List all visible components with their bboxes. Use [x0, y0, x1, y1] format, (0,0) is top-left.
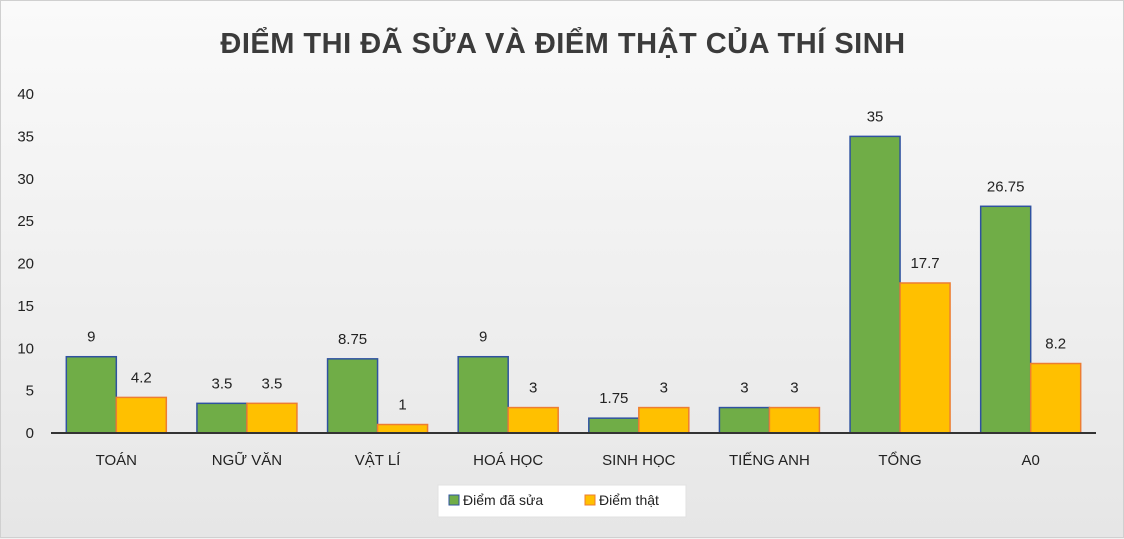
bar-diem-da-sua	[196, 402, 248, 434]
bar-diem-da-sua	[65, 355, 118, 434]
x-category-label: SINH HỌC	[602, 452, 676, 469]
data-label: 3	[660, 380, 668, 397]
x-category-label: HOÁ HỌC	[473, 452, 543, 469]
x-category-label: TOÁN	[96, 452, 137, 469]
chart-title: ĐIỂM THI ĐÃ SỬA VÀ ĐIỂM THẬT CỦA THÍ SIN…	[220, 26, 905, 60]
bar-diem-that	[638, 406, 690, 434]
bar-diem-da-sua	[849, 135, 901, 434]
y-tick-label: 30	[17, 171, 34, 188]
data-label: 3.5	[212, 375, 233, 392]
y-axis: 0 5 10 15 20 25 30 35 40	[17, 86, 34, 442]
data-label: 9	[87, 329, 95, 346]
data-label: 8.75	[338, 331, 367, 348]
bar-diem-that	[899, 282, 951, 434]
y-tick-label: 20	[17, 256, 34, 273]
data-label: 35	[867, 108, 884, 125]
bar-diem-that	[768, 406, 821, 434]
x-category-label: VẬT LÍ	[355, 452, 401, 469]
bar-diem-that	[1029, 362, 1082, 434]
x-category-label: TIẾNG ANH	[729, 452, 810, 469]
y-tick-label: 25	[17, 213, 34, 230]
bar-diem-da-sua	[457, 355, 509, 434]
y-tick-label: 15	[17, 298, 34, 315]
bar-diem-da-sua	[979, 205, 1032, 434]
legend-label: Điểm đã sửa	[463, 492, 543, 508]
y-tick-label: 5	[26, 383, 34, 400]
data-label: 17.7	[910, 255, 939, 272]
data-label: 1	[398, 397, 406, 414]
legend-box	[437, 484, 687, 518]
legend: Điểm đã sửa Điểm thật	[437, 484, 687, 518]
bar-diem-that	[115, 396, 168, 434]
data-label: 4.2	[131, 369, 152, 386]
bar-diem-that	[507, 406, 559, 434]
data-label: 3	[740, 380, 748, 397]
legend-label: Điểm thật	[599, 492, 659, 508]
bars-group: 9 4.2 3.5 3.5 8.75 1 9 3 1.75 3 3 3 35 17.7 26.75 8.2	[65, 108, 1082, 434]
data-label: 3	[790, 380, 798, 397]
x-category-label: A0	[1022, 452, 1040, 469]
x-category-label: TỔNG	[878, 451, 921, 469]
data-label: 9	[479, 329, 487, 346]
legend-swatch	[584, 494, 596, 506]
bar-diem-that	[246, 402, 298, 434]
bar-diem-da-sua	[588, 417, 640, 434]
y-tick-label: 35	[17, 128, 34, 145]
data-label: 8.2	[1045, 336, 1066, 353]
bar-diem-da-sua	[718, 406, 771, 434]
x-axis: TOÁN NGỮ VĂN VẬT LÍ HOÁ HỌC SINH HỌC TIẾNG AN…	[51, 432, 1096, 469]
data-label: 3	[529, 380, 537, 397]
x-category-label: NGỮ VĂN	[212, 452, 282, 469]
data-label: 3.5	[262, 375, 283, 392]
legend-swatch	[448, 494, 460, 506]
y-tick-label: 0	[26, 425, 34, 442]
data-label: 26.75	[987, 178, 1025, 195]
y-tick-label: 40	[17, 86, 34, 103]
bar-diem-da-sua	[326, 358, 379, 434]
data-label: 1.75	[599, 390, 628, 407]
y-tick-label: 10	[17, 340, 34, 357]
bar-diem-that	[376, 423, 429, 434]
